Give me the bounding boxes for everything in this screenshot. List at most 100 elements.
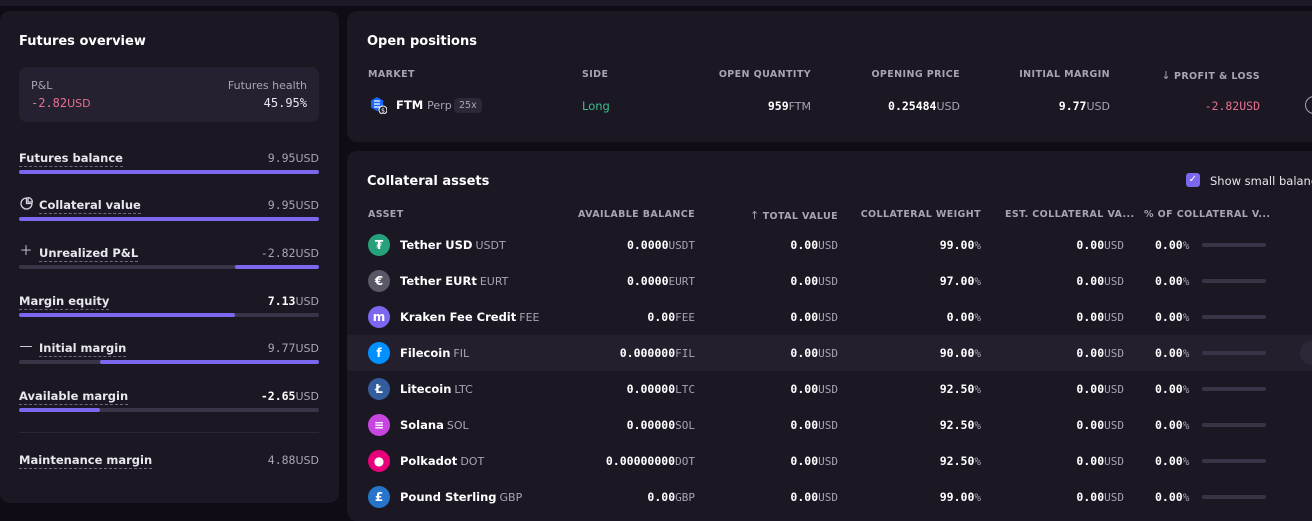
total-value: 0.00USD <box>790 490 838 504</box>
est-collateral-value: 0.00USD <box>1076 418 1124 432</box>
percent-of-collateral: 0.00% <box>1155 454 1190 468</box>
metric-label[interactable]: Maintenance margin <box>19 453 153 469</box>
sort-arrow-up-icon: ↑ <box>749 209 760 222</box>
total-value: 0.00USD <box>790 274 838 288</box>
pnl-summary-card: P&L -2.82USD Futures health 45.95% <box>19 67 319 122</box>
column-header-market[interactable]: MARKET <box>368 69 415 80</box>
progress-fill <box>235 265 319 269</box>
plus-icon: ＋ <box>19 244 33 259</box>
total-value: 0.00USD <box>790 454 838 468</box>
top-bar <box>0 0 1312 6</box>
metric-label[interactable]: Available margin <box>19 389 129 405</box>
metric-label[interactable]: Unrealized P&L <box>39 246 139 262</box>
column-header-opening-price[interactable]: OPENING PRICE <box>871 69 960 80</box>
collateral-weight: 92.50% <box>939 418 981 432</box>
table-row[interactable]: ₮ Tether USD USDT 0.0000USDT 0.00USD 99.00% 0.… <box>347 227 1312 263</box>
collateral-weight: 92.50% <box>939 454 981 468</box>
market-name[interactable]: FTM Perp <box>396 98 452 112</box>
collateral-weight: 99.00% <box>939 490 981 504</box>
progress-fill <box>19 170 319 174</box>
checkbox-checked-icon[interactable]: ✓ <box>1186 173 1200 187</box>
collateral-weight: 99.00% <box>939 238 981 252</box>
leverage-badge: 25x <box>454 98 482 113</box>
table-row[interactable]: £ Pound Sterling GBP 0.00GBP 0.00USD 99.00% 0.… <box>347 479 1312 515</box>
column-header-asset[interactable]: ASSET <box>368 209 404 220</box>
metric-value: -2.65USD <box>260 389 319 403</box>
available-balance: 0.000000FIL <box>619 346 695 360</box>
metric-futures-balance: Futures balance 9.95USD <box>19 151 319 181</box>
est-collateral-value: 0.00USD <box>1076 310 1124 324</box>
column-header-available-balance[interactable]: AVAILABLE BALANCE <box>577 209 695 220</box>
percent-of-collateral: 0.00% <box>1155 310 1190 324</box>
progress-fill <box>19 408 100 412</box>
column-header-total-value[interactable]: ↑ TOTAL VALUE <box>749 209 838 222</box>
percent-of-collateral: 0.00% <box>1155 274 1190 288</box>
percent-bar <box>1202 243 1266 247</box>
pound-icon: £ <box>368 486 390 508</box>
percent-bar <box>1202 423 1266 427</box>
svg-text:$: $ <box>381 108 385 115</box>
metric-label[interactable]: Futures balance <box>19 151 123 167</box>
futures-overview-panel: Futures overview P&L -2.82USD Futures he… <box>0 11 339 503</box>
metric-collateral-value: Collateral value 9.95USD <box>19 196 319 228</box>
column-header-collateral-weight[interactable]: COLLATERAL WEIGHT <box>860 209 981 220</box>
percent-of-collateral: 0.00% <box>1155 490 1190 504</box>
metric-label[interactable]: Margin equity <box>19 294 110 310</box>
pnl-label: P&L <box>31 79 53 92</box>
progress-track <box>19 360 319 364</box>
asset-name: Tether USD USDT <box>400 238 506 252</box>
table-row[interactable]: f Filecoin FIL 0.000000FIL 0.00USD 90.00% 0.00… <box>347 335 1312 371</box>
show-small-balances-label[interactable]: Show small balanc <box>1210 174 1312 188</box>
progress-fill <box>19 313 235 317</box>
metric-value: 7.13USD <box>267 294 319 308</box>
table-row[interactable]: ● Polkadot DOT 0.00000000DOT 0.00USD 92.50% 0.… <box>347 443 1312 479</box>
open-quantity: 959FTM <box>767 99 811 113</box>
futures-health-value: 45.95% <box>263 96 307 110</box>
metric-maintenance-margin: Maintenance margin 4.88USD <box>19 453 319 483</box>
litecoin-icon: Ł <box>368 378 390 400</box>
more-options-icon[interactable] <box>1305 96 1312 114</box>
available-balance: 0.0000USDT <box>626 238 695 252</box>
column-header-profit-loss[interactable]: ↓ PROFIT & LOSS <box>1161 69 1260 82</box>
total-value: 0.00USD <box>790 418 838 432</box>
column-header-side[interactable]: SIDE <box>582 69 609 80</box>
metric-value: -2.82USD <box>260 246 319 260</box>
percent-of-collateral: 0.00% <box>1155 238 1190 252</box>
metric-unrealized-pnl: ＋ Unrealized P&L -2.82USD <box>19 244 319 276</box>
percent-bar <box>1202 351 1266 355</box>
est-collateral-value: 0.00USD <box>1076 346 1124 360</box>
collateral-assets-title: Collateral assets <box>367 174 490 189</box>
futures-overview-title: Futures overview <box>19 34 146 49</box>
row-action-button[interactable] <box>1300 341 1312 365</box>
available-balance: 0.00GBP <box>647 490 695 504</box>
metric-value: 9.77USD <box>267 341 319 355</box>
est-collateral-value: 0.00USD <box>1076 490 1124 504</box>
metric-label[interactable]: Initial margin <box>39 341 127 357</box>
collateral-assets-panel: Collateral assets ✓ Show small balanc AS… <box>347 151 1312 521</box>
total-value: 0.00USD <box>790 382 838 396</box>
total-value: 0.00USD <box>790 310 838 324</box>
progress-track <box>19 217 319 221</box>
total-value: 0.00USD <box>790 346 838 360</box>
table-row[interactable]: € Tether EURt EURT 0.0000EURT 0.00USD 97.00% 0… <box>347 263 1312 299</box>
percent-bar <box>1202 495 1266 499</box>
percent-of-collateral: 0.00% <box>1155 346 1190 360</box>
progress-track <box>19 313 319 317</box>
asset-name: Solana SOL <box>400 418 469 432</box>
column-header-initial-margin[interactable]: INITIAL MARGIN <box>1019 69 1110 80</box>
progress-track <box>19 170 319 174</box>
polkadot-icon: ● <box>368 450 390 472</box>
pie-chart-icon <box>19 196 33 211</box>
table-row[interactable]: ≡ Solana SOL 0.00000SOL 0.00USD 92.50% 0.00USD… <box>347 407 1312 443</box>
table-row[interactable]: Ł Litecoin LTC 0.00000LTC 0.00USD 92.50% 0.00U… <box>347 371 1312 407</box>
metric-label[interactable]: Collateral value <box>39 198 141 214</box>
asset-name: Kraken Fee Credit FEE <box>400 310 540 324</box>
available-balance: 0.00000000DOT <box>605 454 695 468</box>
table-row[interactable]: m Kraken Fee Credit FEE 0.00FEE 0.00USD 0.00%… <box>347 299 1312 335</box>
opening-price: 0.25484USD <box>888 99 960 113</box>
column-header-open-quantity[interactable]: OPEN QUANTITY <box>718 69 811 80</box>
minus-icon: — <box>19 339 33 354</box>
column-header-est-collateral-value[interactable]: EST. COLLATERAL VA... <box>1005 209 1135 220</box>
progress-fill <box>100 360 319 364</box>
column-header-percent-collateral[interactable]: % OF COLLATERAL V... <box>1144 209 1271 220</box>
